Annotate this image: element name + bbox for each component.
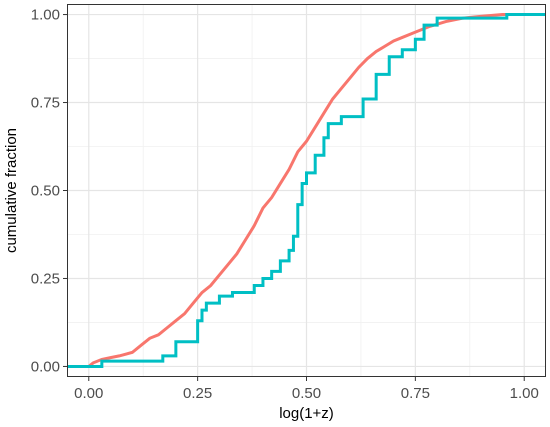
y-tick-label: 1.00 — [31, 7, 60, 24]
series-layer — [67, 13, 546, 368]
x-tick-label: 0.25 — [183, 385, 212, 402]
y-tick-label: 0.50 — [31, 183, 60, 200]
x-axis-title: log(1+z) — [279, 405, 334, 422]
x-tick-label: 0.75 — [401, 385, 430, 402]
y-tick-label: 0.00 — [31, 358, 60, 375]
panel-border — [67, 4, 546, 377]
y-axis-title: cumulative fraction — [3, 128, 20, 253]
y-tick-label: 0.25 — [31, 270, 60, 287]
x-tick-label: 0.00 — [74, 385, 103, 402]
series-line-2 — [67, 13, 546, 368]
major-grid — [67, 4, 546, 377]
y-tick-label: 0.75 — [31, 95, 60, 112]
x-tick-label: 1.00 — [510, 385, 539, 402]
series-line-1 — [67, 13, 546, 368]
y-axis: 0.00 0.25 0.50 0.75 1.00 — [31, 7, 67, 375]
x-tick-label: 0.50 — [292, 385, 321, 402]
x-axis: 0.00 0.25 0.50 0.75 1.00 — [74, 377, 539, 402]
